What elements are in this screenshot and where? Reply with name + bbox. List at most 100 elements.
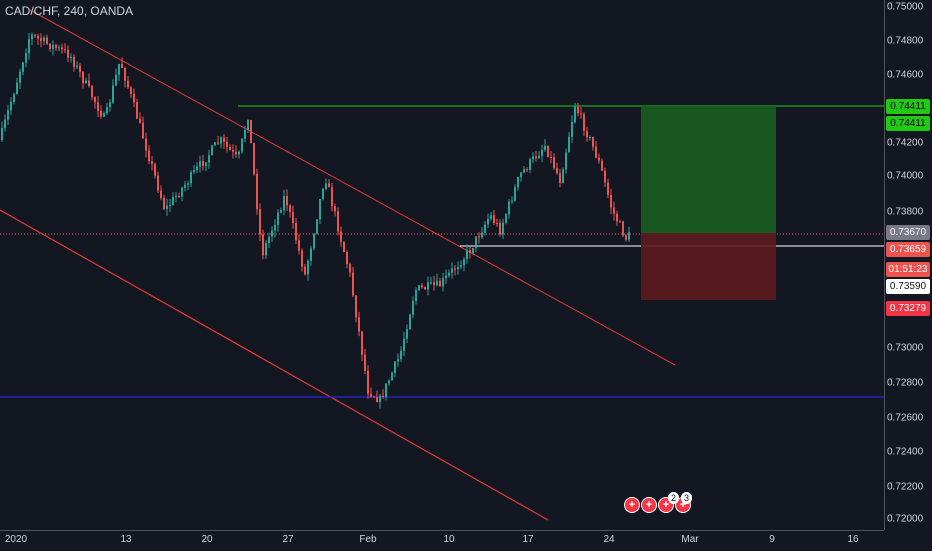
candle-body: [277, 212, 279, 225]
price-tick: 0.72600: [887, 412, 924, 424]
candle-body: [136, 102, 138, 119]
position-loss-zone[interactable]: [641, 233, 776, 300]
candle-body: [175, 195, 177, 197]
candle-body: [211, 145, 213, 156]
price-tick: 0.74800: [887, 35, 924, 47]
candle-body: [46, 37, 48, 44]
candle-body: [478, 236, 480, 238]
candle-body: [451, 268, 453, 273]
candle-body: [361, 331, 363, 355]
candle-body: [208, 155, 210, 163]
candle-body: [10, 101, 12, 111]
candle-body: [337, 211, 339, 232]
candle-body: [586, 130, 588, 138]
position-profit-zone[interactable]: [641, 106, 776, 233]
candle-body: [13, 94, 15, 102]
candle-body: [268, 236, 270, 244]
candle-body: [355, 295, 357, 318]
candle-body: [358, 317, 360, 332]
economic-event-icon[interactable]: +: [624, 497, 640, 513]
price-scale[interactable]: 0.75000 0.74800 0.74600 0.74200 0.74000 …: [884, 0, 932, 530]
candle-body: [40, 38, 42, 42]
candle-body: [112, 85, 114, 103]
candle-body: [628, 231, 630, 240]
time-tick: 10: [443, 534, 455, 545]
candle-body: [526, 169, 528, 171]
candle-body: [499, 223, 501, 235]
candle-body: [223, 137, 225, 142]
price-chart[interactable]: [0, 0, 884, 530]
candle-body: [454, 268, 456, 270]
candle-body: [154, 164, 156, 176]
candle-body: [193, 170, 195, 173]
candle-body: [562, 169, 564, 184]
channel-lower-line[interactable]: [0, 209, 549, 521]
candle-body: [25, 53, 27, 63]
candle-body: [331, 187, 333, 207]
current-price-tag: 0.73670: [886, 225, 930, 240]
candle-body: [73, 57, 75, 67]
candle-body: [166, 205, 168, 209]
price-tick: 0.72800: [887, 377, 924, 389]
candle-body: [430, 282, 432, 284]
candle-body: [574, 106, 576, 123]
candle-body: [577, 106, 579, 114]
candle-body: [28, 39, 30, 54]
candle-body: [157, 175, 159, 191]
candle-body: [508, 201, 510, 215]
candle-body: [373, 396, 375, 398]
candle-body: [559, 173, 561, 184]
candle-body: [610, 195, 612, 208]
candle-body: [19, 71, 21, 83]
candle-body: [343, 241, 345, 252]
channel-upper-line[interactable]: [29, 9, 676, 366]
candle-body: [121, 63, 123, 69]
economic-event-icon[interactable]: +: [641, 497, 657, 513]
candle-body: [7, 110, 9, 120]
candle-body: [214, 142, 216, 146]
time-tick: 13: [120, 534, 132, 545]
candle-body: [118, 63, 120, 75]
candle-body: [547, 145, 549, 157]
candle-body: [244, 129, 246, 139]
price-tick: 0.75000: [887, 1, 924, 13]
candle-body: [319, 198, 321, 220]
candle-body: [103, 113, 105, 117]
candle-body: [304, 266, 306, 275]
candle-body: [376, 397, 378, 402]
candle-body: [379, 395, 381, 402]
time-tick: 9: [769, 534, 775, 545]
candle-body: [541, 149, 543, 156]
candle-body: [58, 47, 60, 49]
candle-body: [4, 119, 6, 129]
candle-body: [307, 260, 309, 275]
candle-body: [124, 68, 126, 81]
candle-body: [472, 248, 474, 254]
candle-body: [409, 314, 411, 330]
candle-body: [418, 285, 420, 291]
time-scale[interactable]: 2020 13 20 27 Feb 10 17 24 Mar 9 16: [0, 530, 884, 551]
time-tick: Feb: [359, 534, 377, 545]
candle-body: [250, 119, 252, 144]
candle-body: [196, 166, 198, 171]
candle-body: [31, 34, 33, 40]
candle-body: [292, 212, 294, 224]
candle-body: [22, 62, 24, 72]
candle-body: [469, 250, 471, 254]
candle-body: [457, 267, 459, 270]
time-tick: 16: [847, 534, 859, 545]
candle-body: [274, 224, 276, 231]
candle-body: [37, 35, 39, 39]
candle-body: [484, 224, 486, 233]
candle-body: [97, 102, 99, 111]
candle-body: [280, 210, 282, 213]
target-price-tag-top: 0.74411: [886, 99, 930, 114]
candle-body: [289, 205, 291, 213]
candle-body: [70, 57, 72, 59]
candle-body: [421, 285, 423, 288]
candle-body: [328, 183, 330, 188]
candle-body: [181, 187, 183, 197]
candle-body: [109, 102, 111, 108]
candle-body: [247, 119, 249, 130]
candle-body: [487, 218, 489, 225]
